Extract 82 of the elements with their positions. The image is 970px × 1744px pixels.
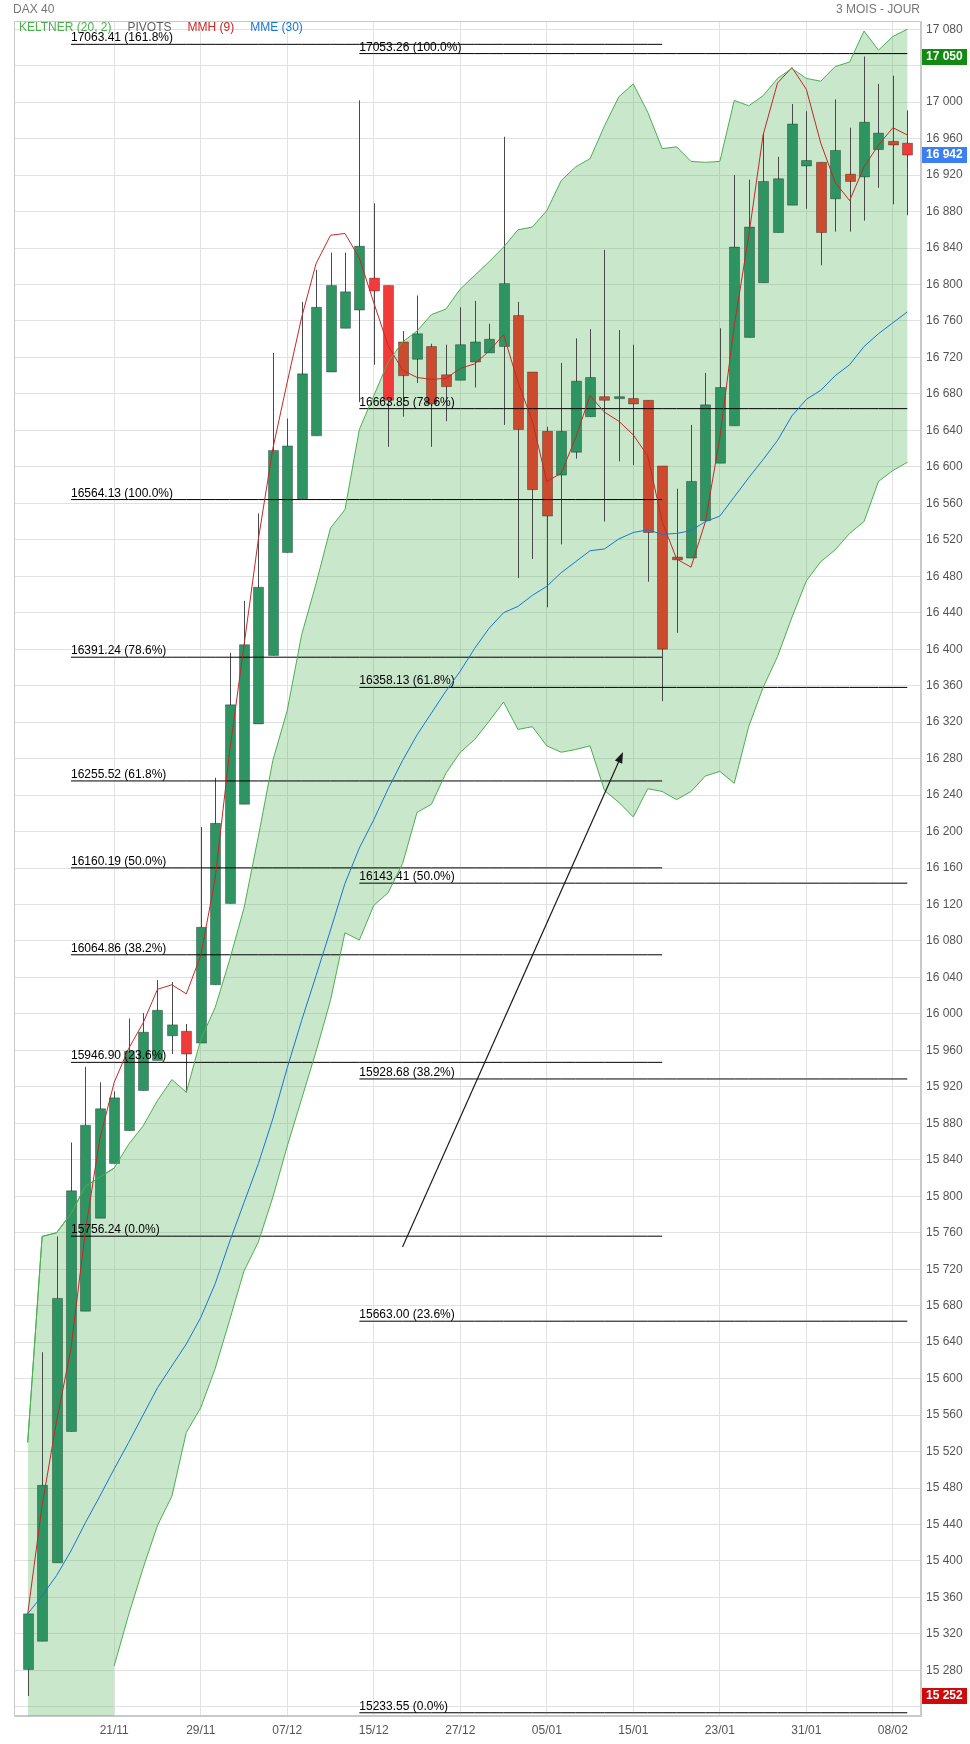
candlestick	[369, 202, 380, 366]
y-tick-label: 16 440	[926, 605, 964, 620]
series-label: 16391.24 (78.6%)	[70, 643, 167, 658]
series-label: 15233.55 (0.0%)	[359, 1698, 449, 1713]
y-tick-label: 15 360	[926, 1589, 964, 1604]
candlestick	[801, 110, 812, 210]
y-tick-label: 15 960	[926, 1042, 964, 1057]
x-tick-label: 07/12	[272, 1722, 303, 1737]
y-tick-label: 15 320	[926, 1626, 964, 1641]
text: MMH (9)	[187, 20, 235, 34]
y-tick-label: 15 440	[926, 1516, 964, 1531]
candlestick	[484, 323, 495, 354]
y-tick-label: 16 960	[926, 130, 964, 145]
x-tick-label: 08/02	[877, 1722, 909, 1737]
candlestick	[470, 300, 481, 389]
y-tick-label: 15 480	[926, 1480, 964, 1495]
y-tick-label: 15 252	[926, 1688, 964, 1703]
y-tick-label: 16 000	[926, 1006, 964, 1021]
chart-title: DAX 40	[13, 2, 55, 16]
y-tick-label: 16 920	[926, 167, 964, 182]
y-tick-label: 15 840	[926, 1152, 964, 1167]
y-tick-label: 15 560	[926, 1407, 964, 1422]
candlestick	[845, 127, 856, 233]
candlestick	[167, 981, 178, 1055]
series-label: 16358.13 (61.8%)	[359, 673, 455, 688]
x-tick-label: 31/01	[791, 1722, 822, 1737]
y-tick-label: 15 520	[926, 1443, 964, 1458]
y-tick-label: 15 880	[926, 1115, 964, 1130]
y-tick-label: 16 942	[926, 147, 964, 162]
x-tick-label: 15/01	[618, 1722, 649, 1737]
x-tick-label: 05/01	[531, 1722, 563, 1737]
y-tick-label: 17 080	[926, 21, 964, 36]
y-tick-label: 15 280	[926, 1662, 964, 1677]
y-tick-label: 16 320	[926, 714, 964, 729]
series-label: 15663.00 (23.6%)	[359, 1307, 455, 1322]
candlestick	[873, 83, 884, 189]
y-tick-label: 15 400	[926, 1553, 964, 1568]
chart-subtitle: 3 MOIS - JOUR	[835, 2, 920, 16]
y-tick-label: 16 600	[926, 459, 964, 474]
series-label: 16143.41 (50.0%)	[359, 869, 455, 884]
y-tick-label: 17 050	[926, 48, 964, 63]
y-tick-label: 16 080	[926, 933, 964, 948]
y-tick-label: 16 760	[926, 313, 964, 328]
y-tick-label: 16 520	[926, 532, 964, 547]
series-label: 16064.86 (38.2%)	[70, 940, 167, 955]
candlestick	[902, 109, 913, 216]
y-tick-label: 15 920	[926, 1079, 964, 1094]
y-tick-label: 16 800	[926, 276, 964, 291]
y-tick-label: 16 360	[926, 678, 964, 692]
candlestick	[888, 75, 899, 205]
y-tick-label: 16 240	[926, 787, 964, 802]
y-tick-label: 16 720	[926, 349, 964, 364]
y-tick-label: 16 160	[926, 860, 964, 875]
y-tick-label: 16 640	[926, 422, 964, 437]
x-tick-label: 29/11	[186, 1722, 216, 1737]
text: MME (30)	[250, 20, 303, 34]
y-tick-label: 16 400	[926, 641, 964, 656]
y-tick-label: 16 200	[926, 823, 964, 838]
y-tick-label: 15 800	[926, 1188, 964, 1203]
x-tick-label: 15/12	[358, 1722, 390, 1737]
series-label: 15928.68 (38.2%)	[359, 1064, 455, 1079]
y-tick-label: 16 280	[926, 750, 964, 765]
series-label: 16255.52 (61.8%)	[70, 766, 167, 781]
series-label: 16160.19 (50.0%)	[70, 853, 167, 868]
y-tick-label: 16 680	[926, 386, 964, 401]
y-tick-label: 16 480	[926, 568, 964, 583]
x-tick-label: 21/11	[99, 1722, 130, 1737]
y-tick-label: 15 640	[926, 1334, 964, 1349]
y-tick-label: 16 560	[926, 495, 964, 510]
y-tick-label: 16 880	[926, 203, 964, 218]
y-tick-label: 16 840	[926, 240, 964, 255]
y-tick-label: 15 600	[926, 1370, 964, 1385]
y-tick-label: 16 040	[926, 969, 964, 984]
series-label: 16564.13 (100.0%)	[70, 485, 174, 500]
x-tick-label: 23/01	[704, 1722, 736, 1737]
y-tick-label: 16 120	[926, 896, 964, 911]
x-tick-label: 27/12	[445, 1722, 476, 1737]
y-tick-label: 17 000	[926, 94, 964, 109]
y-tick-label: 15 680	[926, 1298, 964, 1313]
legend-label: PIVOTS	[127, 20, 172, 34]
y-tick-label: 15 720	[926, 1261, 964, 1276]
y-tick-label: 15 760	[926, 1225, 964, 1240]
